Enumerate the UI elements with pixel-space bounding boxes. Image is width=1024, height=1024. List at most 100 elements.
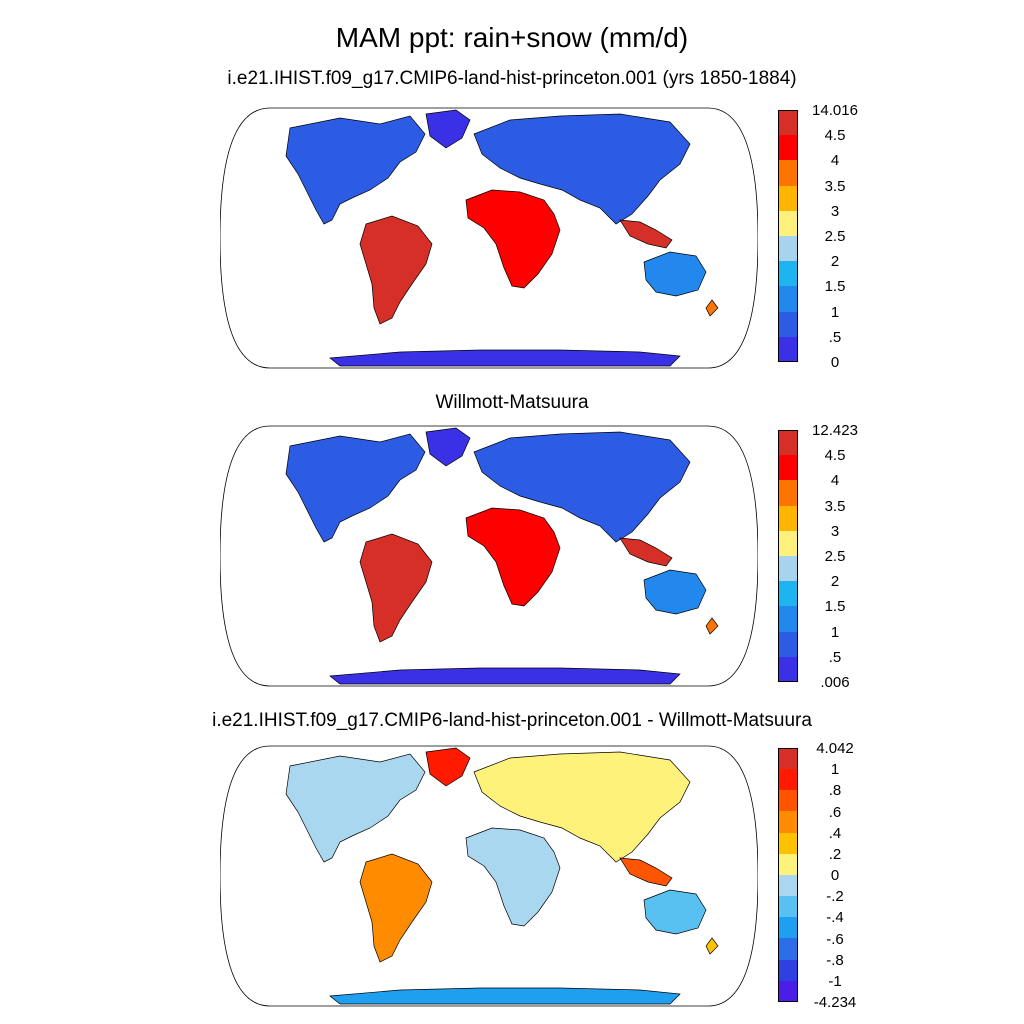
colorbar-label: .5 [828, 648, 842, 666]
continent-seasia [619, 537, 673, 567]
continent-greenland [425, 747, 471, 787]
colorbar-label: -.6 [826, 930, 844, 948]
colorbar-swatch [778, 938, 798, 960]
continent-namerica [285, 753, 426, 863]
colorbar-swatch [778, 748, 798, 770]
colorbar-label: 1.5 [824, 278, 846, 296]
colorbar-label: 4.5 [824, 447, 846, 465]
colorbar-swatch [778, 311, 798, 337]
colorbar-label: 4.5 [824, 127, 846, 145]
colorbar-label: 2.5 [824, 228, 846, 245]
continent-nz [705, 937, 719, 955]
colorbar-label: 2 [830, 573, 840, 591]
colorbar-swatch [778, 455, 798, 481]
continent-africa [465, 507, 561, 607]
continent-seasia [619, 857, 673, 887]
colorbar-label: .6 [828, 803, 842, 821]
colorbar-label: 14.016 [812, 102, 858, 119]
colorbar-label: 3.5 [824, 497, 846, 515]
colorbar-label: .2 [828, 845, 842, 863]
continent-eurasia [473, 751, 691, 863]
colorbar-swatch [778, 631, 798, 657]
colorbar-label: 2.5 [824, 548, 846, 565]
colorbar-swatch [778, 210, 798, 236]
colorbar-boxes [778, 110, 798, 362]
colorbar-label: 4 [830, 152, 840, 170]
colorbar-label: -1 [828, 972, 842, 990]
continent-seasia [619, 219, 673, 249]
colorbar-swatch [778, 261, 798, 287]
colorbar-swatch [778, 853, 798, 875]
continent-namerica [285, 433, 426, 543]
colorbar-label: 2 [830, 253, 840, 271]
colorbar-swatch [778, 505, 798, 531]
continent-greenland [425, 109, 471, 149]
colorbar-swatch [778, 811, 798, 833]
colorbar-swatch [778, 606, 798, 632]
continent-africa [465, 827, 561, 927]
panel-1-map [220, 107, 758, 369]
colorbar-swatch [778, 185, 798, 211]
colorbar-label: 3 [830, 522, 840, 540]
colorbar-swatch [778, 555, 798, 582]
colorbar-label: 1 [830, 761, 840, 779]
colorbar-boxes [778, 748, 798, 1002]
colorbar-label: .8 [828, 782, 842, 800]
colorbar-swatch [778, 874, 798, 897]
colorbar-label: -.8 [826, 951, 844, 969]
colorbar-label: 3 [830, 202, 840, 220]
main-title: MAM ppt: rain+snow (mm/d) [335, 22, 689, 53]
continent-antarctica [329, 349, 681, 367]
colorbar-swatch [778, 480, 798, 506]
colorbar-label: 4 [830, 472, 840, 490]
colorbar-label: 3.5 [824, 177, 846, 195]
colorbar-swatch [778, 980, 798, 1002]
continent-australia [643, 251, 707, 297]
panel-2-map [220, 425, 758, 687]
panel-2-title: Willmott-Matsuura [435, 392, 589, 413]
continent-australia [643, 889, 707, 935]
panel-3-title: i.e21.IHIST.f09_g17.CMIP6-land-hist-prin… [212, 710, 812, 731]
panel-1-title: i.e21.IHIST.f09_g17.CMIP6-land-hist-prin… [227, 68, 797, 89]
colorbar-swatch [778, 581, 798, 607]
colorbar-swatch [778, 917, 798, 939]
colorbar-swatch [778, 769, 798, 791]
continent-nz [705, 299, 719, 317]
colorbar-label: .006 [820, 674, 850, 691]
continent-antarctica [329, 667, 681, 685]
continent-africa [465, 189, 561, 289]
colorbar-swatch [778, 530, 798, 556]
colorbar-swatch [778, 896, 798, 918]
colorbar-swatch [778, 160, 798, 186]
colorbar-swatch [778, 790, 798, 812]
continent-samerica [359, 215, 433, 325]
colorbar-boxes [778, 430, 798, 682]
colorbar-label: -.4 [826, 909, 844, 927]
colorbar-label: 0 [830, 867, 840, 884]
colorbar-swatch [778, 832, 798, 854]
colorbar-label: 1 [830, 303, 840, 321]
colorbar-label: .4 [828, 824, 842, 842]
continent-nz [705, 617, 719, 635]
continent-greenland [425, 427, 471, 467]
colorbar-label: -4.234 [813, 994, 857, 1011]
continent-samerica [359, 533, 433, 643]
colorbar-swatch [778, 430, 798, 456]
colorbar-swatch [778, 135, 798, 161]
colorbar-swatch [778, 336, 798, 362]
colorbar-label: 4.042 [816, 740, 854, 757]
colorbar-swatch [778, 959, 798, 981]
continent-samerica [359, 853, 433, 963]
continent-antarctica [329, 987, 681, 1005]
continent-eurasia [473, 113, 691, 225]
colorbar-swatch [778, 235, 798, 262]
colorbar-swatch [778, 110, 798, 136]
colorbar-label: 0 [830, 354, 840, 371]
continent-namerica [285, 115, 426, 225]
colorbar-label: 1 [830, 623, 840, 641]
continent-eurasia [473, 431, 691, 543]
colorbar-swatch [778, 656, 798, 682]
colorbar-label: .5 [828, 328, 842, 346]
colorbar-label: -.2 [826, 888, 844, 906]
continent-australia [643, 569, 707, 615]
